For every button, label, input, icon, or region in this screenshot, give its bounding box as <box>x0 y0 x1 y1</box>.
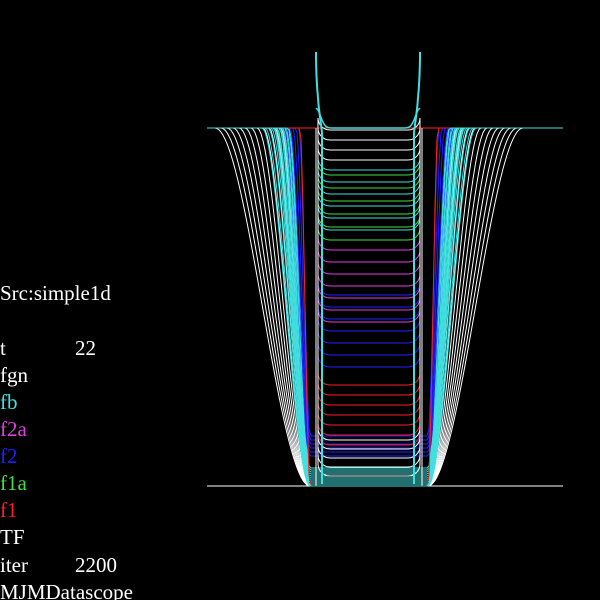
box-fb-5 <box>317 130 421 231</box>
box-f1-1 <box>317 130 421 396</box>
param-label-f2a: f2a <box>0 417 27 441</box>
box-f2a-5 <box>317 130 421 311</box>
trace-fb-peak <box>315 107 421 129</box>
box-f2a-3 <box>317 130 421 287</box>
box-f1a-5 <box>317 130 421 241</box>
spike-left <box>315 52 323 484</box>
param-label-fgn: fgn <box>0 363 28 387</box>
box-f1a-4 <box>317 130 421 228</box>
param-label-f1: f1 <box>0 498 18 522</box>
box-white-2 <box>317 130 421 151</box>
box-f1a-0 <box>317 130 421 176</box>
box-f1-4 <box>317 130 421 426</box>
param-label-f1a: f1a <box>0 471 27 495</box>
box-f2-3 <box>317 130 421 332</box>
box-f2-5 <box>317 130 421 356</box>
spike-right <box>413 52 421 484</box>
source-label: Src:simple1d <box>0 281 111 305</box>
box-f1-3 <box>317 130 421 416</box>
trace-f2-edge-5 <box>207 127 563 437</box>
box-f2-6 <box>317 130 421 368</box>
box-fb-2 <box>317 130 421 195</box>
box-f2a-4 <box>317 130 421 299</box>
box-fb-4 <box>317 130 421 219</box>
param-label-fb: fb <box>0 390 18 414</box>
box-f2-0 <box>317 130 421 296</box>
box-white-low-3 <box>317 130 421 468</box>
box-f1-2 <box>317 130 421 406</box>
box-f2a-6 <box>317 130 421 323</box>
box-f2-2 <box>317 130 421 320</box>
box-white-3 <box>317 130 421 161</box>
param-label-tf: TF <box>0 525 25 549</box>
box-white-low-1 <box>317 130 421 450</box>
box-f2-1 <box>317 130 421 308</box>
box-fb-0 <box>317 130 421 171</box>
box-f2a-0 <box>317 130 421 251</box>
box-f2a-1 <box>317 130 421 263</box>
box-white-low-0 <box>317 130 421 441</box>
param-value-iter: 2200 <box>75 553 117 577</box>
footer-label: MJMDatascope <box>0 580 133 600</box>
box-f1a-2 <box>317 130 421 202</box>
box-white-1 <box>317 127 421 141</box>
box-f1-0 <box>317 130 421 386</box>
box-fb-3 <box>317 130 421 207</box>
box-f1a-3 <box>317 130 421 215</box>
box-fb-1 <box>317 130 421 183</box>
param-value-t: 22 <box>75 336 96 360</box>
trace-fb-flare-5 <box>207 127 563 487</box>
box-white-0 <box>317 117 421 131</box>
param-label-f2: f2 <box>0 444 18 468</box>
box-f1-6 <box>317 130 421 446</box>
box-f1a-1 <box>317 130 421 189</box>
box-f2a-2 <box>317 130 421 275</box>
box-white-low-2 <box>317 130 421 459</box>
param-label-t: t <box>0 336 6 360</box>
box-f2-4 <box>317 130 421 344</box>
box-f1-5 <box>317 130 421 436</box>
box-white-low-4 <box>317 130 421 477</box>
param-label-iter: iter <box>0 553 28 577</box>
